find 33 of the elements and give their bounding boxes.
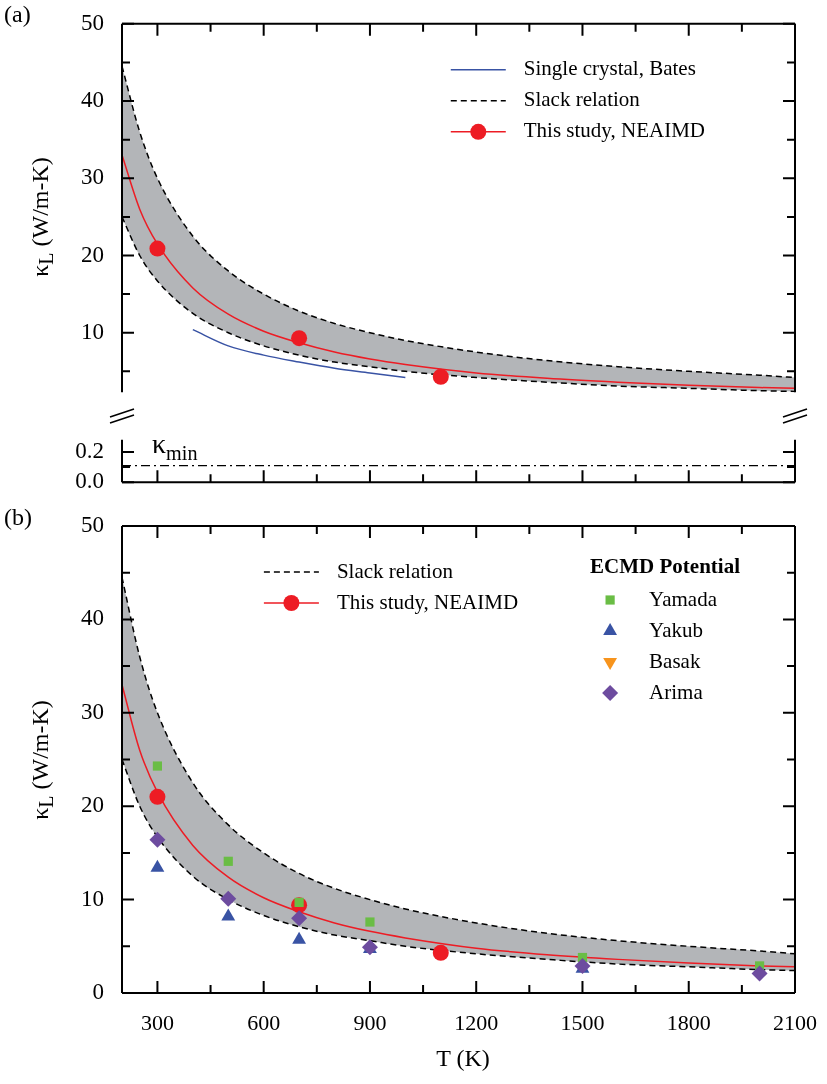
y-tick-label: 20 bbox=[81, 792, 104, 818]
legend-label: Single crystal, Bates bbox=[523, 56, 696, 81]
chart-title: (b) bbox=[4, 504, 32, 530]
y-tick-label: 10 bbox=[81, 318, 104, 344]
y-tick-label: 0 bbox=[92, 979, 104, 1005]
y-tick-label: 0.0 bbox=[75, 468, 104, 494]
x-tick-label: 2100 bbox=[773, 1009, 817, 1035]
y-tick-label: 30 bbox=[81, 164, 104, 190]
x-tick-label: 1200 bbox=[454, 1009, 499, 1035]
x-tick-label: 900 bbox=[353, 1009, 387, 1035]
y-tick-label: 50 bbox=[81, 9, 104, 35]
x-tick-label: 600 bbox=[247, 1009, 281, 1035]
legend-label: Arima bbox=[649, 679, 704, 704]
legend-label: This study, NEAIMD bbox=[336, 589, 519, 614]
y-tick-label: 50 bbox=[81, 512, 104, 538]
chart-title: (a) bbox=[4, 1, 31, 27]
x-tick-label: 1800 bbox=[666, 1009, 711, 1035]
legend-label: Basak bbox=[649, 648, 701, 673]
y-tick-label: 40 bbox=[81, 605, 104, 631]
legend-label: This study, NEAIMD bbox=[523, 118, 705, 143]
legend-title: ECMD Potential bbox=[590, 554, 741, 579]
legend-label: Slack relation bbox=[523, 87, 641, 112]
legend-label: Slack relation bbox=[336, 558, 454, 583]
y-tick-label: 30 bbox=[81, 698, 104, 724]
x-tick-label: 300 bbox=[140, 1009, 174, 1035]
x-axis-title: T (K) bbox=[436, 1045, 490, 1071]
y-tick-label: 0.2 bbox=[75, 437, 104, 463]
y-tick-label: 20 bbox=[81, 241, 104, 267]
y-tick-label: 10 bbox=[81, 885, 104, 911]
legend-label: Yakub bbox=[649, 617, 703, 642]
legend-label: Yamada bbox=[649, 586, 718, 611]
y-tick-label: 40 bbox=[81, 87, 104, 113]
x-tick-label: 1500 bbox=[560, 1009, 605, 1035]
